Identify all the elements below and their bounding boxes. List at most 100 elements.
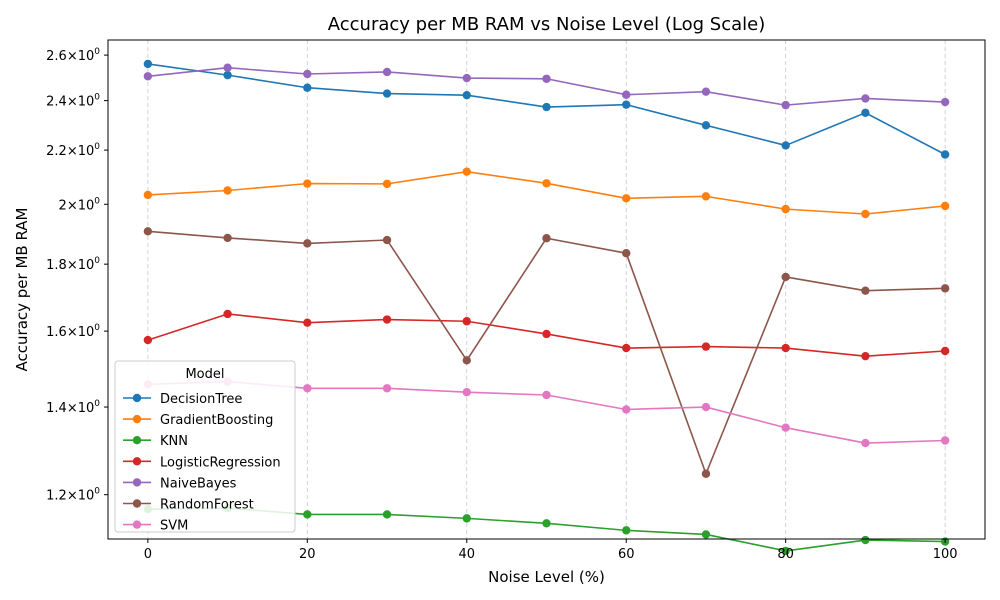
data-point (781, 546, 790, 556)
legend-label: DecisionTree (160, 392, 242, 407)
data-point (542, 102, 551, 112)
data-point (303, 239, 312, 248)
legend-swatch-marker (132, 520, 142, 529)
data-point (940, 346, 950, 356)
y-tick-mantissa: 2.6 (46, 49, 67, 64)
y-tick-label: 2.4×100 (46, 93, 100, 110)
data-point (622, 100, 631, 109)
data-point (781, 272, 790, 282)
data-point (622, 405, 631, 414)
data-point (382, 315, 392, 324)
x-tick-label: 100 (933, 547, 958, 562)
legend: Model DecisionTree GradientBoosting KNN Logi… (114, 360, 296, 534)
y-tick-label: 2.6×100 (46, 47, 100, 64)
data-point (223, 233, 232, 243)
y-tick-base: 10 (78, 95, 95, 110)
data-point (462, 90, 471, 100)
y-tick-label: 2×100 (59, 196, 101, 213)
y-tick-mantissa: 2 (59, 198, 67, 213)
data-point (940, 150, 950, 159)
data-point (622, 526, 631, 535)
legend-item: SVM (123, 519, 188, 534)
legend-item: NaiveBayes (123, 476, 237, 491)
data-point (303, 69, 312, 79)
series-NaiveBayes (143, 63, 950, 110)
data-point (861, 286, 870, 295)
series-LogisticRegression (143, 309, 950, 361)
data-point (701, 87, 711, 96)
x-tick-label: 0 (144, 547, 152, 562)
legend-item: RandomForest (123, 498, 254, 513)
data-point (462, 73, 471, 83)
y-tick-times: × (67, 401, 78, 416)
y-tick-mantissa: 1.6 (46, 325, 67, 340)
y-tick-times: × (67, 258, 78, 273)
y-tick-mantissa: 1.4 (46, 401, 67, 416)
y-tick-label: 1.4×100 (46, 399, 100, 416)
y-tick-exponent: 0 (94, 142, 100, 152)
data-point (303, 179, 312, 188)
data-point (462, 514, 471, 523)
y-tick-exponent: 0 (94, 487, 100, 497)
legend-title: Model (185, 367, 224, 382)
data-point (701, 530, 711, 539)
series-DecisionTree (143, 59, 950, 159)
data-point (861, 438, 870, 448)
y-tick-label: 1.6×100 (46, 323, 100, 340)
data-point (940, 201, 950, 211)
data-point (701, 342, 711, 351)
data-point (462, 356, 471, 365)
y-tick-exponent: 0 (94, 47, 100, 57)
data-point (382, 67, 392, 77)
data-point (542, 519, 551, 528)
data-point (622, 90, 631, 99)
series-GradientBoosting (143, 167, 950, 219)
legend-swatch-marker (132, 393, 142, 403)
y-tick-base: 10 (78, 258, 95, 273)
legend-swatch-marker (132, 436, 142, 445)
y-tick-exponent: 0 (94, 93, 100, 103)
data-point (861, 351, 870, 361)
legend-label: LogisticRegression (160, 455, 281, 470)
data-point (781, 423, 790, 432)
data-point (701, 192, 711, 201)
legend-swatch-marker (132, 414, 142, 424)
legend-label: NaiveBayes (160, 476, 237, 491)
data-point (701, 121, 711, 130)
data-point (861, 94, 870, 103)
data-point (781, 343, 790, 353)
y-tick-mantissa: 2.2 (46, 144, 67, 159)
data-point (781, 100, 790, 110)
y-tick-label: 2.2×100 (46, 142, 100, 159)
y-tick-times: × (67, 325, 78, 340)
legend-item: DecisionTree (123, 392, 242, 407)
data-point (382, 384, 392, 393)
x-tick-label: 40 (458, 547, 475, 562)
y-tick-exponent: 0 (94, 256, 100, 266)
legend-item: GradientBoosting (123, 413, 273, 428)
y-tick-base: 10 (78, 401, 95, 416)
y-tick-exponent: 0 (94, 399, 100, 409)
y-tick-base: 10 (78, 198, 95, 213)
data-point (143, 190, 153, 200)
y-tick-label: 1.8×100 (46, 256, 100, 273)
data-point (622, 249, 631, 258)
y-tick-label: 1.2×100 (46, 487, 100, 504)
data-point (462, 317, 471, 326)
y-tick-base: 10 (78, 489, 95, 504)
data-point (303, 510, 312, 519)
legend-swatch-marker (132, 478, 142, 487)
data-point (462, 388, 471, 397)
y-tick-mantissa: 2.4 (46, 95, 67, 110)
data-point (223, 63, 232, 72)
data-point (542, 74, 551, 83)
y-tick-times: × (67, 489, 78, 504)
data-point (701, 402, 711, 412)
legend-label: SVM (160, 519, 188, 534)
axes-layer: 0 20 40 60 80 1001.2×1001.4×1001.6×1001.8×100… (46, 47, 957, 562)
data-point (382, 89, 392, 98)
y-tick-times: × (67, 144, 78, 159)
data-point (143, 72, 153, 81)
